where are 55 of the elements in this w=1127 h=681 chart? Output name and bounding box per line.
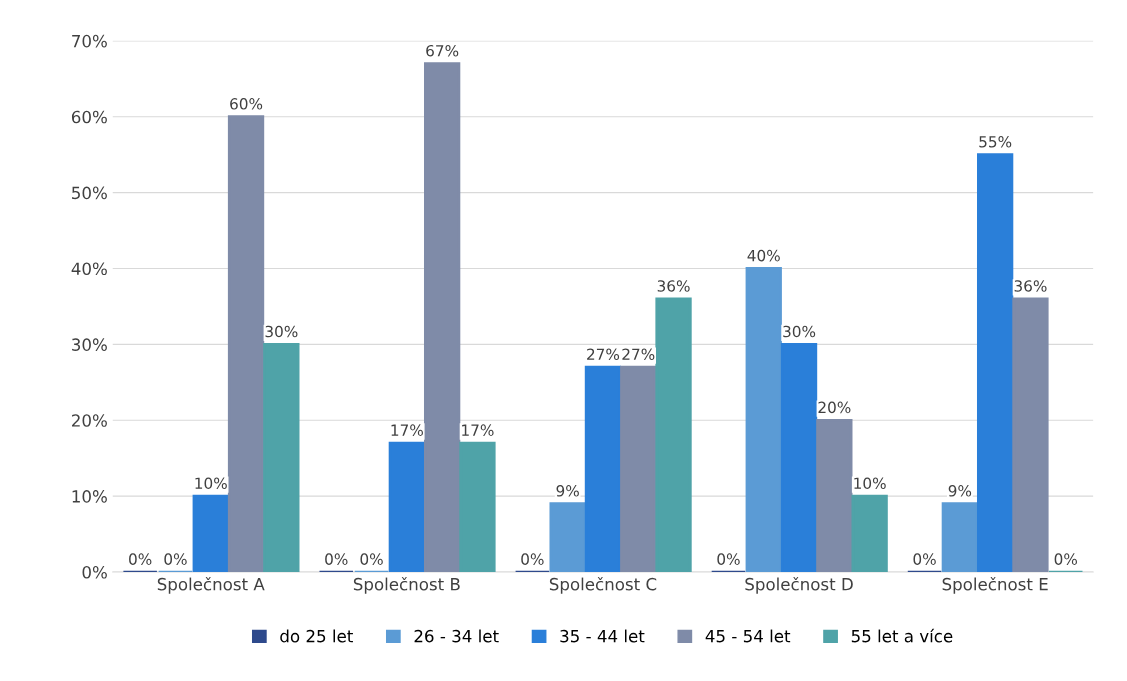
data-label: 17% xyxy=(391,424,423,436)
data-label: 0% xyxy=(164,553,187,565)
data-label: 27% xyxy=(587,348,620,361)
data-label: 17% xyxy=(462,424,494,436)
data-label: 40% xyxy=(747,249,780,262)
data-label: 0% xyxy=(913,553,936,565)
data-label: 10% xyxy=(195,477,227,490)
bar xyxy=(1012,297,1049,573)
y-tick-label: 0% xyxy=(82,566,107,579)
data-label: 20% xyxy=(818,401,851,414)
data-label: 30% xyxy=(783,325,816,338)
legend-label: 35 - 44 let xyxy=(560,629,645,643)
data-label: 36% xyxy=(1014,280,1047,292)
bar xyxy=(851,494,888,573)
bar xyxy=(388,441,425,573)
data-label: 36% xyxy=(657,280,690,292)
data-label: 0% xyxy=(360,553,383,565)
legend-label: 55 let a více xyxy=(851,628,953,643)
data-label: 67% xyxy=(426,44,459,57)
bar xyxy=(192,494,229,573)
bar xyxy=(780,343,818,573)
data-label: 10% xyxy=(854,477,886,490)
x-tick-label: Společnost E xyxy=(942,576,1048,594)
data-label: 0% xyxy=(325,553,348,565)
data-label: 9% xyxy=(948,485,972,497)
bar xyxy=(584,365,622,573)
x-tick-label: Společnost C xyxy=(549,576,657,594)
x-tick-label: Společnost D xyxy=(745,576,853,594)
legend-label: 45 - 54 let xyxy=(705,629,791,643)
y-tick-label: 50% xyxy=(72,186,107,200)
bar xyxy=(816,418,853,573)
data-label: 0% xyxy=(129,553,152,565)
data-label: 30% xyxy=(265,325,298,338)
bar xyxy=(263,343,300,573)
bar xyxy=(620,365,657,573)
data-label: 0% xyxy=(521,553,544,565)
data-label: 27% xyxy=(622,348,655,361)
data-label: 60% xyxy=(230,98,263,110)
bar xyxy=(549,502,586,573)
y-tick-label: 20% xyxy=(72,414,107,427)
data-label: 0% xyxy=(717,553,740,565)
data-label: 55% xyxy=(979,136,1012,148)
y-tick-label: 30% xyxy=(72,338,107,351)
bar xyxy=(459,441,496,573)
legend-label: 26 - 34 let xyxy=(414,629,499,643)
bar xyxy=(941,502,978,573)
y-tick-label: 70% xyxy=(72,34,107,48)
y-tick-label: 60% xyxy=(71,110,107,124)
y-tick-label: 10% xyxy=(72,490,107,503)
legend-label: do 25 let xyxy=(280,629,353,643)
data-label: 9% xyxy=(556,485,579,497)
y-tick-label: 40% xyxy=(71,262,107,276)
x-tick-label: Společnost B xyxy=(353,576,460,594)
x-tick-label: Společnost A xyxy=(157,576,265,594)
data-label: 0% xyxy=(1054,553,1078,565)
